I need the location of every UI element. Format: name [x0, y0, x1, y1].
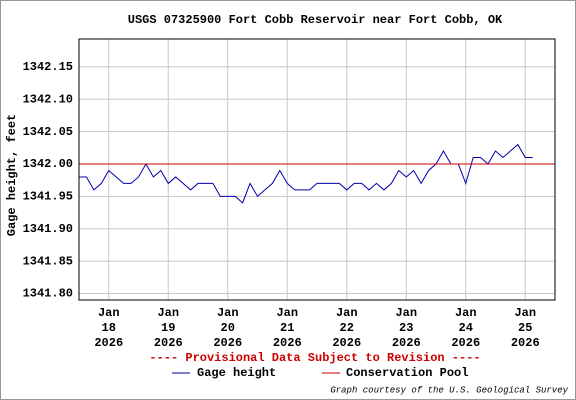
x-tick-label: Jan 24 2026	[451, 306, 480, 350]
legend-label: Conservation Pool	[346, 366, 468, 380]
x-tick-label: Jan 22 2026	[332, 306, 361, 350]
chart-title: USGS 07325900 Fort Cobb Reservoir near F…	[128, 13, 503, 27]
y-tick-label: 1342.10	[23, 92, 73, 106]
y-axis-label: Gage height, feet	[5, 114, 19, 236]
y-tick-label: 1342.15	[23, 60, 73, 74]
y-tick-label: 1342.00	[23, 157, 73, 171]
y-tick-label: 1342.05	[23, 125, 73, 139]
credit: Graph courtesy of the U.S. Geological Su…	[330, 385, 568, 395]
x-tick-label: Jan 19 2026	[154, 306, 183, 350]
x-tick-label: Jan 25 2026	[511, 306, 540, 350]
y-tick-label: 1341.90	[23, 222, 73, 236]
plot-frame	[78, 38, 556, 301]
y-tick-label: 1341.80	[23, 287, 73, 301]
y-tick-label: 1341.85	[23, 254, 73, 268]
provisional-note: ---- Provisional Data Subject to Revisio…	[149, 351, 480, 365]
x-tick-label: Jan 23 2026	[392, 306, 421, 350]
y-tick-label: 1341.95	[23, 190, 73, 204]
x-tick-label: Jan 20 2026	[213, 306, 242, 350]
x-tick-label: Jan 21 2026	[273, 306, 302, 350]
legend-label: Gage height	[197, 366, 276, 380]
x-tick-label: Jan 18 2026	[94, 306, 123, 350]
